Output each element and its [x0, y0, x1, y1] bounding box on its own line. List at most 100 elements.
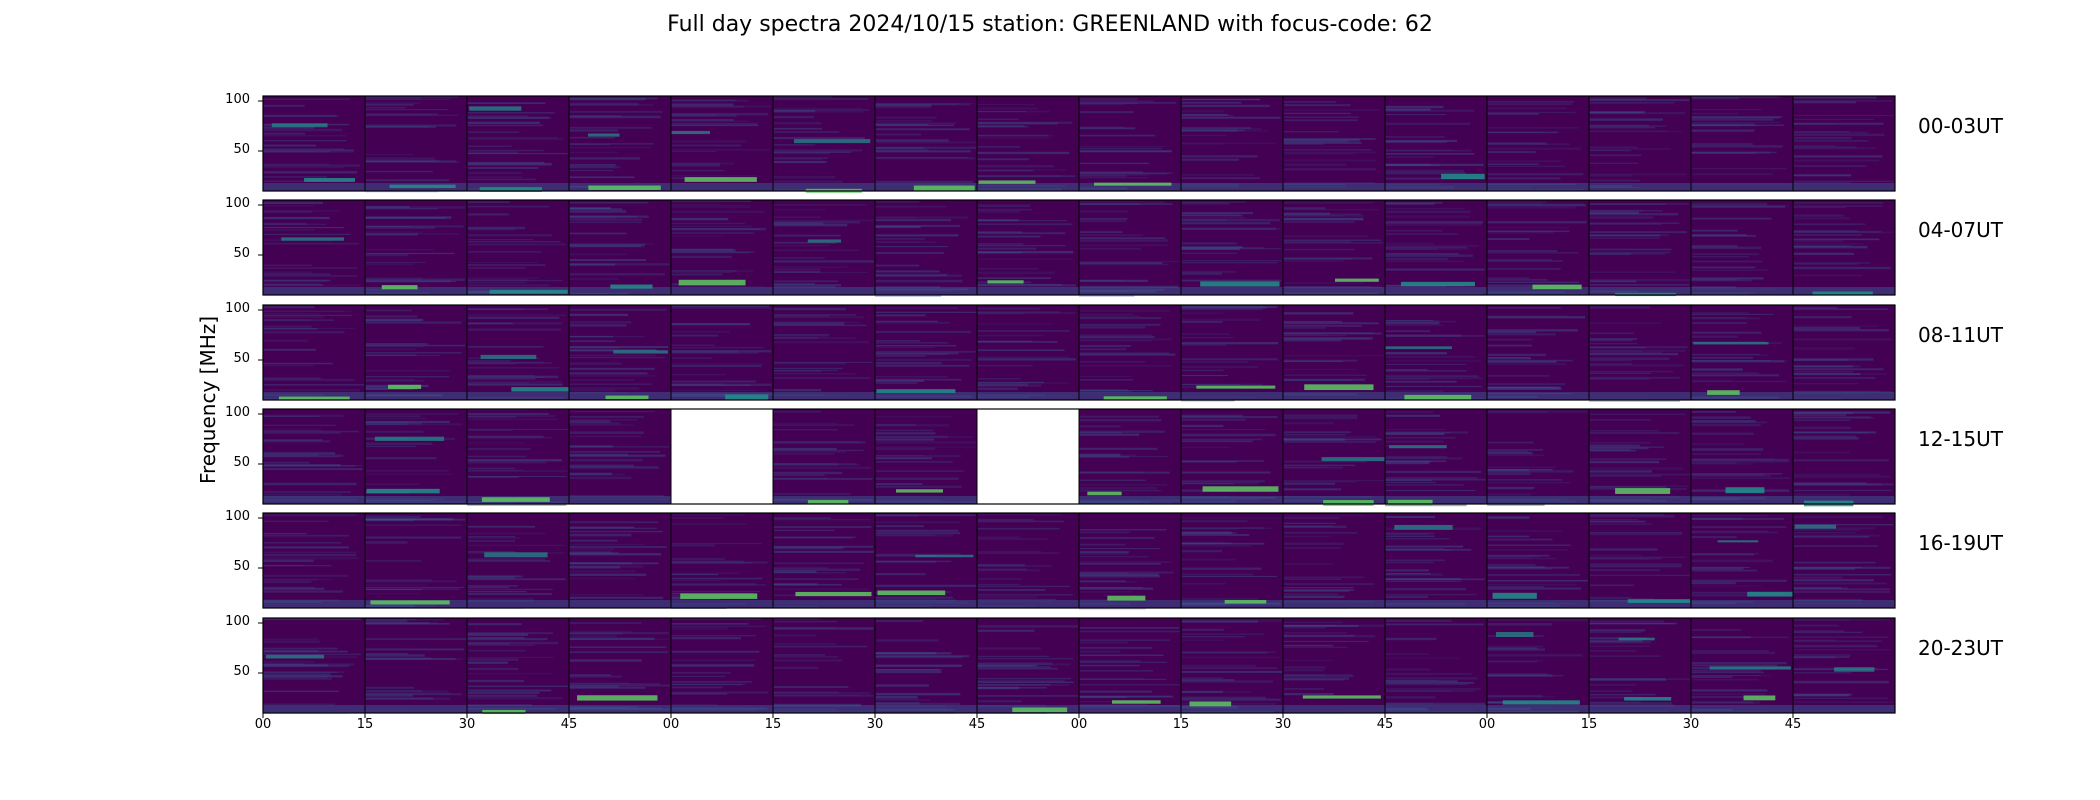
signal-band — [1627, 599, 1691, 604]
spectral-band — [1385, 657, 1460, 659]
signal-band — [978, 180, 1036, 184]
spectral-band — [263, 273, 331, 275]
spectral-band — [1691, 123, 1755, 126]
spectral-band — [1079, 379, 1133, 381]
noise-floor — [1181, 183, 1283, 191]
spectral-band — [1181, 567, 1262, 570]
spectral-band — [1487, 260, 1563, 262]
spectral-band — [1181, 365, 1259, 369]
spectral-band — [1385, 233, 1458, 235]
signal-band — [1693, 342, 1769, 345]
spectral-band — [1793, 588, 1890, 591]
spectral-band — [467, 178, 537, 181]
spectral-band — [1283, 583, 1375, 585]
spectral-band — [1691, 526, 1787, 528]
spectral-band — [1691, 411, 1737, 413]
panel-background — [1181, 618, 1283, 713]
spectral-band — [1181, 110, 1225, 113]
spectral-band — [1487, 383, 1566, 385]
spectral-band — [467, 409, 530, 411]
spectral-band — [1079, 217, 1128, 220]
spectrum-panel — [1792, 304, 1896, 401]
spectral-band — [977, 323, 1053, 325]
spectral-band — [1487, 645, 1544, 648]
spectral-band — [1691, 279, 1752, 282]
spectral-band — [569, 258, 646, 262]
spectral-band — [1181, 308, 1264, 311]
spectral-band — [977, 118, 1019, 120]
spectral-band — [1079, 231, 1123, 234]
spectral-band — [1385, 573, 1432, 575]
spectral-band — [671, 99, 749, 102]
noise-floor — [263, 287, 365, 295]
spectral-band — [1691, 202, 1767, 205]
spectral-band — [1385, 668, 1431, 671]
spectral-band — [1079, 432, 1123, 434]
spectral-band — [569, 244, 645, 248]
spectral-band — [1283, 433, 1346, 436]
spectral-band — [1487, 163, 1539, 165]
spectral-band — [1691, 629, 1742, 631]
signal-band — [1107, 595, 1146, 601]
spectral-band — [1793, 431, 1869, 434]
spectral-band — [773, 321, 846, 324]
signal-band — [1404, 394, 1472, 400]
spectral-band — [1385, 330, 1431, 332]
spectral-band — [875, 514, 976, 517]
spectral-band — [1793, 482, 1867, 485]
spectral-band — [1283, 337, 1370, 340]
spectral-band — [671, 363, 764, 365]
spectral-band — [977, 242, 1024, 246]
spectral-band — [875, 224, 960, 228]
spectrum-panel — [772, 408, 876, 505]
signal-band — [304, 178, 356, 182]
spectral-band — [1283, 324, 1363, 327]
spectral-band — [365, 226, 436, 229]
spectral-band — [569, 424, 634, 426]
panel-background — [569, 513, 671, 608]
spectral-band — [875, 133, 922, 136]
spectral-band — [1691, 636, 1752, 639]
spectral-band — [875, 620, 924, 623]
signal-band — [489, 289, 568, 294]
spectral-band — [977, 518, 1034, 521]
spectral-band — [569, 354, 656, 357]
spectral-band — [1385, 532, 1435, 535]
spectral-band — [1589, 234, 1661, 237]
spectral-band — [1487, 487, 1533, 490]
spectral-band — [467, 234, 553, 237]
spectral-band — [1385, 141, 1448, 143]
spectral-band — [875, 350, 976, 353]
spectral-band — [1385, 489, 1476, 491]
spectral-band — [365, 253, 409, 257]
spectral-band — [1385, 595, 1428, 599]
spectral-band — [1487, 127, 1579, 129]
y-tick-label: 50 — [233, 246, 250, 261]
spectral-band — [569, 157, 641, 160]
spectral-band — [977, 312, 1076, 314]
spectral-band — [569, 646, 667, 648]
spectral-band — [1793, 587, 1848, 590]
spectral-band — [977, 158, 1029, 161]
spectral-band — [773, 562, 864, 564]
signal-band — [794, 139, 871, 144]
noise-floor — [773, 496, 875, 504]
spectral-band — [1589, 413, 1686, 415]
spectral-band — [365, 588, 460, 591]
spectral-band — [671, 203, 720, 206]
spectral-band — [467, 672, 554, 675]
spectral-band — [263, 580, 312, 584]
spectral-band — [1589, 470, 1652, 473]
spectral-band — [1691, 693, 1766, 696]
spectral-band — [773, 109, 870, 112]
spectral-band — [1793, 252, 1855, 256]
panel-background — [1283, 305, 1385, 400]
spectral-band — [365, 160, 457, 163]
signal-band — [1743, 695, 1776, 701]
spectrum-panel — [1588, 199, 1692, 297]
spectral-band — [1691, 581, 1736, 585]
spectral-band — [1487, 359, 1573, 362]
spectral-band — [1691, 368, 1743, 371]
spectral-band — [467, 435, 544, 438]
spectral-band — [875, 352, 948, 356]
